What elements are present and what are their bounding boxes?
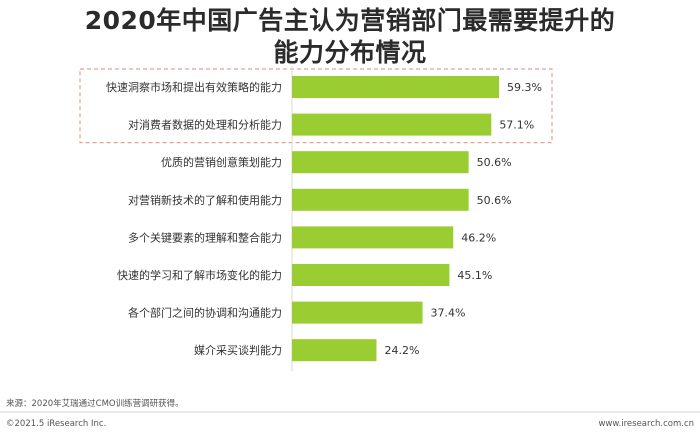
category-label-8: 媒介采买谈判能力 [194, 343, 282, 357]
bar-3 [292, 151, 469, 174]
source-note: 来源：2020年艾瑞通过CMO训练营调研获得。 [6, 399, 184, 409]
website-text: www.iresearch.com.cn [598, 419, 694, 429]
bar-1 [292, 76, 499, 98]
value-label-4: 50.6% [477, 194, 512, 207]
chart-title-line-1: 2020年中国广告主认为营销部门最需要提升的 [84, 6, 616, 35]
value-label-5: 46.2% [461, 231, 496, 244]
category-label-2: 对消费者数据的处理和分析能力 [128, 118, 282, 132]
value-label-8: 24.2% [384, 344, 419, 357]
category-label-3: 优质的营销创意策划能力 [161, 155, 282, 169]
value-label-3: 50.6% [477, 156, 512, 169]
bar-4 [292, 188, 469, 211]
bar-5 [292, 226, 454, 249]
value-label-6: 45.1% [457, 269, 492, 282]
value-label-7: 37.4% [431, 307, 466, 320]
category-label-6: 快速的学习和了解市场变化的能力 [117, 268, 282, 282]
bar-8 [292, 339, 377, 362]
bar-chart: 快速洞察市场和提出有效策略的能力 59.3% 对消费者数据的处理和分析能力 57.1%… [79, 66, 553, 372]
footer-divider [0, 411, 700, 413]
category-label-4: 对营销新技术的了解和使用能力 [128, 193, 282, 207]
bar-2 [292, 113, 492, 136]
copyright-text: ©2021.5 iResearch Inc. [6, 419, 107, 429]
bar-6 [292, 264, 450, 286]
category-label-7: 各个部门之间的协调和沟通能力 [128, 306, 282, 320]
category-label-1: 快速洞察市场和提出有效策略的能力 [106, 80, 282, 94]
bar-7 [292, 301, 423, 324]
category-label-5: 多个关键要素的理解和整合能力 [128, 230, 282, 244]
value-label-1: 59.3% [507, 81, 542, 94]
chart-title-line-2: 能力分布情况 [273, 38, 427, 67]
value-label-2: 57.1% [499, 119, 534, 132]
